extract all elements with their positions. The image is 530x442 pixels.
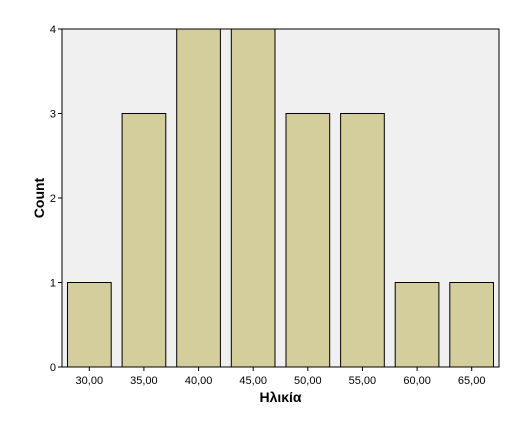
y-tick-label: 3 — [50, 109, 56, 121]
y-tick-label: 0 — [50, 362, 56, 374]
x-tick-label: 40,00 — [185, 375, 213, 387]
y-axis-title: Count — [31, 177, 47, 218]
y-tick-label: 2 — [50, 193, 56, 205]
bar-65,00 — [449, 282, 494, 368]
bar-40,00 — [176, 28, 221, 368]
x-axis-title: Ηλικία — [259, 389, 301, 405]
bar-35,00 — [121, 113, 167, 368]
x-tick-label: 60,00 — [403, 375, 431, 387]
x-tick-label: 55,00 — [349, 375, 377, 387]
ticks-layer: 30,00 35,00 40,00 45,00 50,00 55,00 60,00 65,00… — [50, 24, 486, 387]
x-tick-label: 35,00 — [130, 375, 158, 387]
bar-55,00 — [340, 113, 385, 368]
x-tick-label: 50,00 — [294, 375, 322, 387]
x-tick-label: 30,00 — [76, 375, 104, 387]
bar-60,00 — [394, 282, 440, 368]
y-tick-label: 4 — [50, 24, 56, 36]
bars-layer — [67, 28, 494, 368]
bar-30,00 — [67, 282, 112, 368]
x-tick-label: 45,00 — [239, 375, 267, 387]
x-tick-label: 65,00 — [458, 375, 486, 387]
bar-50,00 — [285, 113, 331, 368]
y-tick-label: 1 — [50, 278, 56, 290]
bar-45,00 — [230, 28, 276, 368]
